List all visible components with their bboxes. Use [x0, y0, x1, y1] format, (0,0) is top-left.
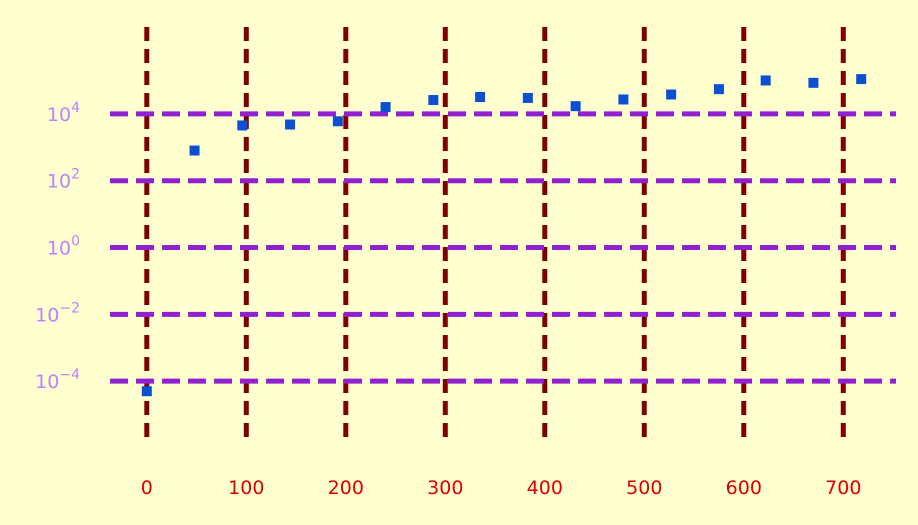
x-gridlines [144, 27, 846, 442]
data-point [428, 95, 439, 106]
x-tick-label: 600 [726, 477, 762, 499]
y-tick-label: 102 [47, 167, 80, 193]
x-tick-label: 200 [328, 477, 364, 499]
y-tick-labels: 10−4 10−2 100 102 104 [35, 100, 80, 393]
x-tick-label: 300 [427, 477, 463, 499]
data-point [380, 102, 391, 113]
x-tick-label: 400 [527, 477, 563, 499]
data-point [141, 386, 152, 397]
y-tick-label: 10−4 [35, 367, 80, 393]
data-point [856, 74, 867, 85]
y-tick-label: 10−2 [35, 300, 80, 326]
x-tick-label: 700 [825, 477, 861, 499]
x-tick-labels: 0 100 200 300 400 500 600 700 [141, 477, 862, 499]
x-tick-label: 0 [141, 477, 153, 499]
data-point [522, 92, 533, 103]
data-point [618, 94, 629, 105]
y-tick-label: 100 [47, 234, 80, 260]
data-point [808, 77, 819, 88]
x-tick-label: 100 [228, 477, 264, 499]
data-points [141, 74, 867, 397]
data-point [760, 75, 771, 86]
data-point [475, 92, 486, 103]
data-point [285, 119, 296, 130]
data-point [666, 89, 677, 100]
data-point [570, 101, 581, 112]
data-point [237, 120, 248, 131]
data-point [332, 116, 343, 127]
data-point [713, 84, 724, 95]
x-tick-label: 500 [626, 477, 662, 499]
y-tick-label: 104 [47, 100, 80, 126]
data-point [189, 145, 200, 156]
y-gridlines [110, 111, 896, 384]
